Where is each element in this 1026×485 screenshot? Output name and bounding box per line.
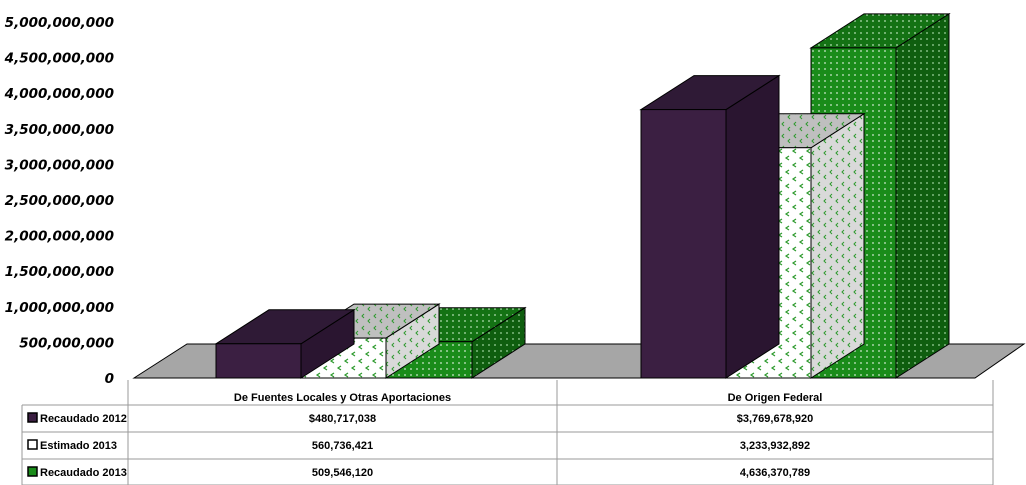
bar (214, 308, 356, 379)
legend-label: Estimado 2013 (40, 440, 117, 452)
data-label: 509,546,120 (312, 467, 373, 479)
y-tick-label: 500,000,000 (19, 335, 114, 351)
bar-side (810, 112, 865, 379)
bar-front (215, 343, 302, 379)
y-tick-label: 4,000,000,000 (4, 86, 114, 102)
y-tick-label: 1,000,000,000 (5, 300, 114, 316)
y-tick-label: 3,500,000,000 (5, 122, 114, 138)
data-label: 3,233,932,892 (740, 440, 810, 452)
x-category-label: De Fuentes Locales y Otras Aportaciones (234, 392, 451, 404)
legend-label: Recaudado 2013 (40, 467, 127, 479)
y-tick-label: 3,000,000,000 (5, 157, 114, 173)
y-tick-label: 1,500,000,000 (5, 264, 114, 280)
y-tick-label: 5,000,000,000 (5, 15, 114, 31)
x-category-label: De Origen Federal (728, 392, 823, 404)
bar-front (640, 109, 727, 379)
data-label: 4,636,370,789 (740, 467, 810, 479)
bar-side (725, 74, 780, 379)
data-label: $3,769,678,920 (737, 413, 813, 425)
data-table: De Fuentes Locales y Otras Aportaciones D… (21, 380, 994, 485)
y-tick-label: 4,500,000,000 (4, 51, 114, 67)
bar-side (895, 12, 950, 379)
data-label: $480,717,038 (309, 413, 376, 425)
bar (639, 74, 781, 379)
legend-swatch (27, 466, 38, 477)
bars (214, 12, 951, 379)
legend-label: Recaudado 2012 (40, 413, 127, 425)
y-tick-label: 0 (105, 371, 114, 387)
y-tick-label: 2,000,000,000 (5, 229, 114, 245)
data-label: 560,736,421 (312, 440, 373, 452)
y-axis: 0 500,000,000 1,000,000,000 1,500,000,000 2,… (4, 15, 114, 387)
y-tick-label: 2,500,000,000 (5, 193, 114, 209)
legend-swatch (27, 412, 38, 423)
legend-swatch (27, 439, 38, 450)
